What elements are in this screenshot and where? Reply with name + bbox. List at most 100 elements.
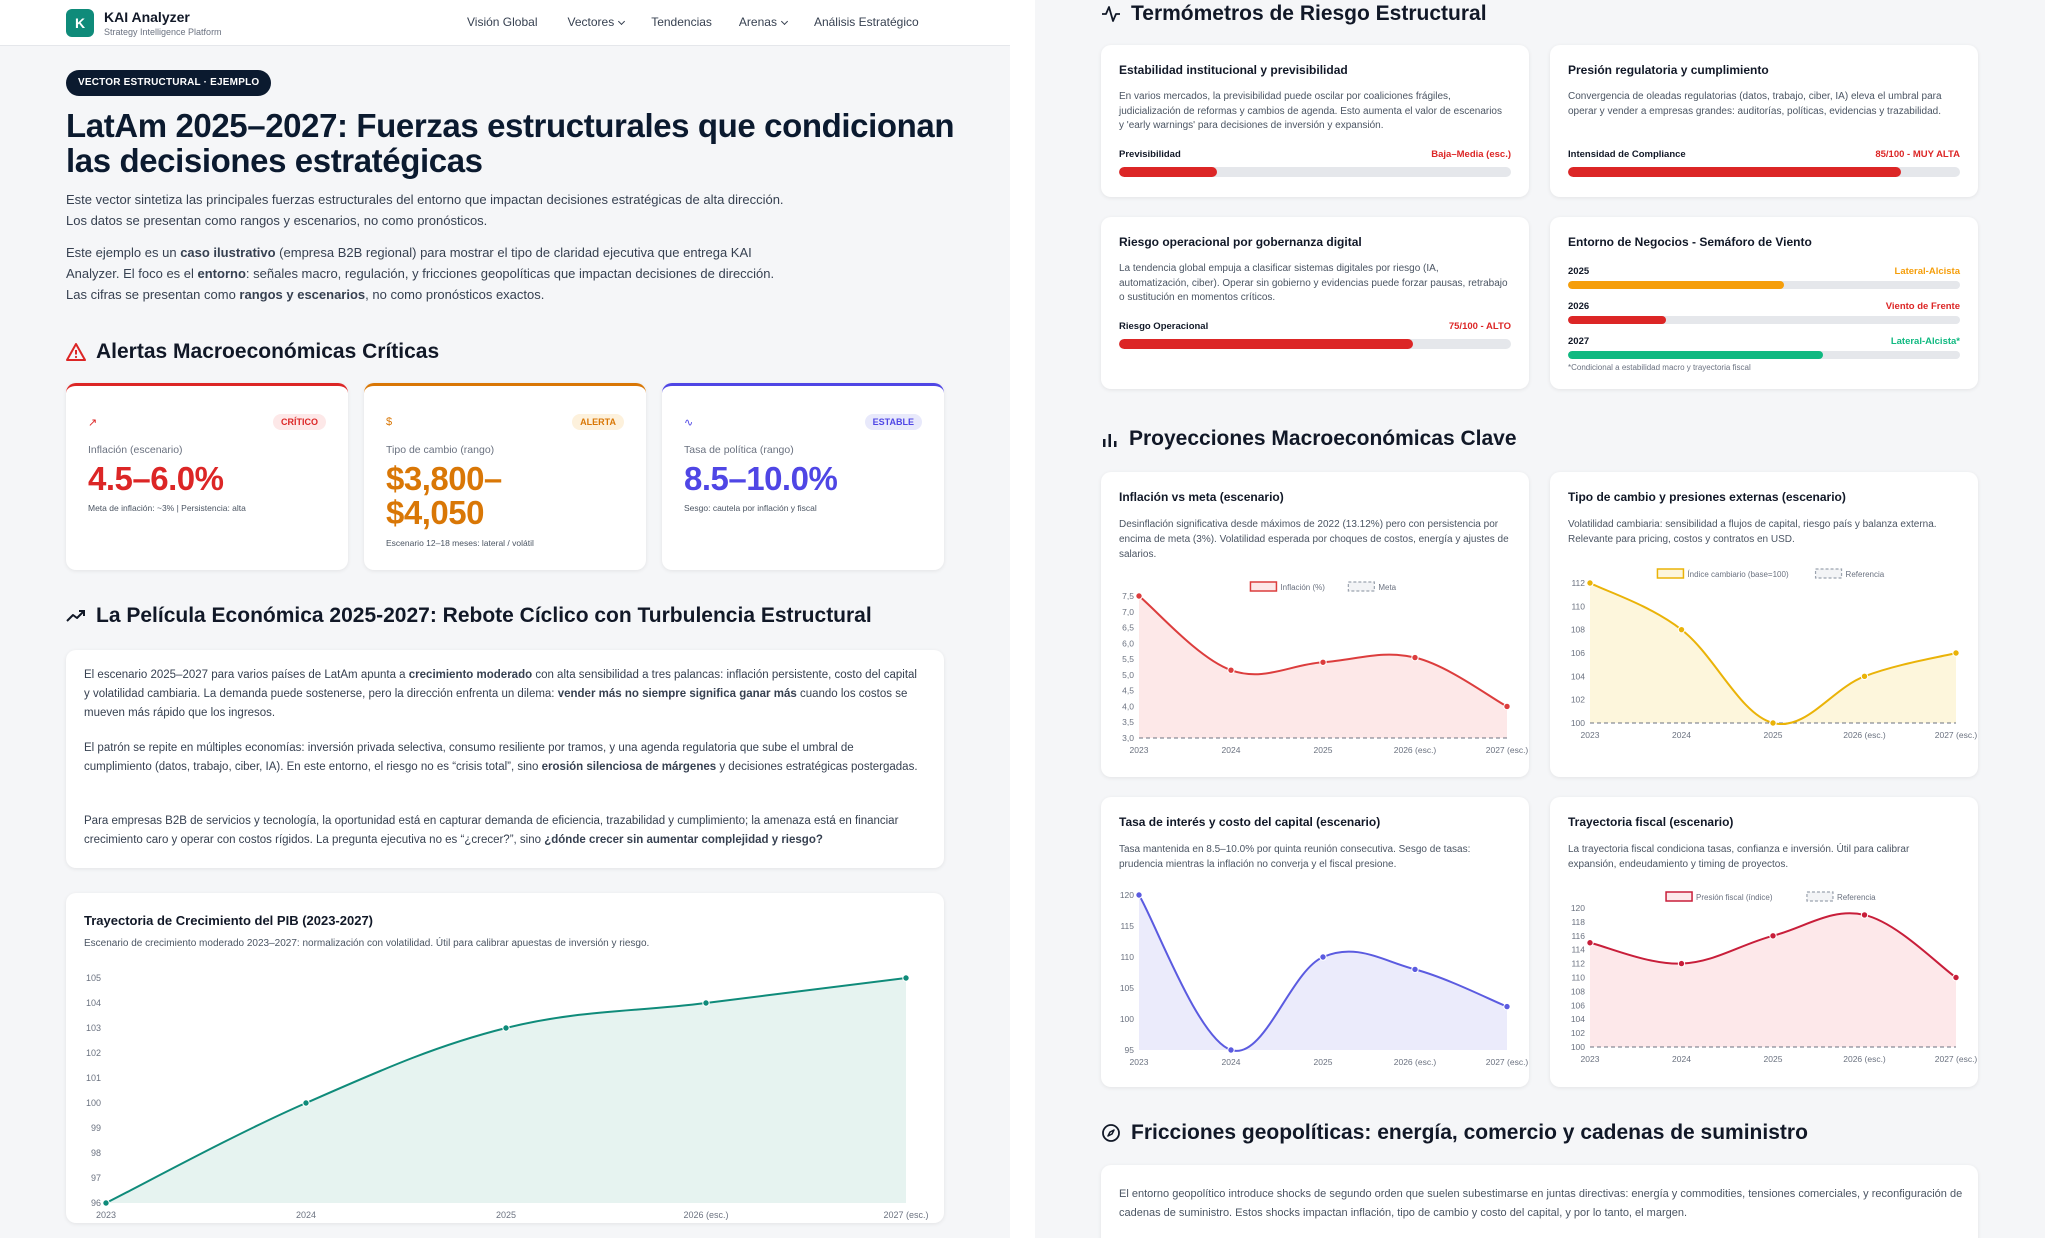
progress-track <box>1568 316 1960 324</box>
warning-icon <box>66 343 86 361</box>
pulse-icon <box>1102 6 1120 22</box>
semaforo-note: *Condicional a estabilidad macro y traye… <box>1568 363 1751 372</box>
logo[interactable]: K <box>66 9 94 37</box>
section-title: Alertas Macroeconómicas Críticas <box>96 340 440 363</box>
legend-label: Índice cambiario (base=100) <box>1687 570 1789 579</box>
y-tick-label: 4,0 <box>1122 701 1134 711</box>
text-run: El escenario 2025–2027 para varios paíse… <box>84 669 409 681</box>
chart-title: Trayectoria fiscal (escenario) <box>1568 815 1734 829</box>
nav-link-tendencias[interactable]: Tendencias <box>651 15 712 29</box>
kpi-card-exchange: $ ALERTA Tipo de cambio (rango) $3,800–$… <box>364 383 646 570</box>
x-tick-label: 2024 <box>1672 730 1691 740</box>
data-point <box>1135 891 1143 899</box>
data-point <box>302 1099 310 1107</box>
brand-name[interactable]: KAI Analyzer <box>104 9 190 25</box>
brand-subtitle: Strategy Intelligence Platform <box>104 27 222 37</box>
progress-fill <box>1568 167 1902 177</box>
y-tick-label: 5,0 <box>1122 670 1134 680</box>
intro-text: Este vector sintetiza las principales fu… <box>66 192 784 228</box>
legend-swatch <box>1665 891 1693 902</box>
story-card: El escenario 2025–2027 para varios paíse… <box>66 650 944 868</box>
kpi-label: Tipo de cambio (rango) <box>386 444 495 456</box>
x-tick-label: 2025 <box>496 1210 516 1220</box>
progress-track <box>1119 339 1511 349</box>
data-point <box>1586 579 1594 587</box>
y-tick-label: 97 <box>91 1173 101 1183</box>
x-tick-label: 2026 (esc.) <box>1394 1057 1437 1067</box>
y-tick-label: 102 <box>86 1048 101 1058</box>
series-line <box>1138 894 1508 1052</box>
y-tick-label: 96 <box>91 1198 101 1208</box>
risk-card-regulatory: Presión regulatoria y cumplimiento Conve… <box>1550 45 1978 197</box>
semaforo-status: Lateral-Alcista* <box>1890 336 1960 347</box>
series-area <box>106 978 906 1203</box>
series-area <box>1590 913 1956 1047</box>
gdp-chart-card: Trayectoria de Crecimiento del PIB (2023… <box>66 893 944 1223</box>
y-tick-label: 102 <box>1571 695 1585 705</box>
compass-icon <box>1102 1124 1120 1142</box>
y-tick-label: 98 <box>91 1148 101 1158</box>
legend-label: Presión fiscal (índice) <box>1696 893 1773 902</box>
section-title: Proyecciones Macroeconómicas Clave <box>1129 427 1517 450</box>
nav-link-vision-global[interactable]: Visión Global <box>467 15 538 29</box>
text-run: (empresa B2B regional) para mostrar el t… <box>66 245 752 281</box>
right-panel: Termómetros de Riesgo Estructural Estabi… <box>1035 0 2045 1238</box>
y-tick-label: 101 <box>86 1073 101 1083</box>
fx-chart-card: Tipo de cambio y presiones externas (esc… <box>1550 472 1978 777</box>
progress-track <box>1568 167 1960 177</box>
semaforo-status: Lateral-Alcista <box>1894 266 1960 277</box>
y-tick-label: 106 <box>1571 1000 1585 1010</box>
nav-link-vectores[interactable]: Vectores <box>568 15 626 29</box>
data-point <box>1503 1002 1511 1011</box>
text-strong: ¿dónde crecer sin aumentar complejidad y… <box>544 834 823 846</box>
y-tick-label: 104 <box>1571 1014 1585 1024</box>
nav-link-arenas[interactable]: Arenas <box>739 15 788 29</box>
nav-link-analisis-estrategico[interactable]: Análisis Estratégico <box>814 15 919 29</box>
legend-swatch <box>1656 568 1685 579</box>
legend-swatch <box>1347 581 1375 592</box>
y-tick-label: 110 <box>1571 601 1585 611</box>
trend-up-icon <box>66 610 85 622</box>
text-strong: entorno <box>197 266 246 281</box>
y-tick-label: 118 <box>1571 917 1585 927</box>
data-point <box>1503 702 1511 711</box>
y-tick-label: 99 <box>91 1123 101 1133</box>
chart-desc: Tasa mantenida en 8.5–10.0% por quinta r… <box>1119 844 1471 870</box>
text-run: con alta sensibilidad a tres palancas: i… <box>84 669 917 700</box>
x-tick-label: 2025 <box>1314 1057 1333 1067</box>
data-point <box>1952 649 1960 657</box>
legend-label: Inflación (%) <box>1280 583 1325 592</box>
progress-fill <box>1568 316 1666 324</box>
chart-title: Tasa de interés y costo del capital (esc… <box>1119 815 1381 829</box>
semaforo-year: 2026 <box>1568 301 1590 312</box>
y-tick-label: 100 <box>1571 718 1585 728</box>
y-tick-label: 3,0 <box>1122 733 1134 743</box>
story-heading: La Película Económica 2025-2027: Rebote … <box>66 604 872 628</box>
y-tick-label: 103 <box>86 1023 101 1033</box>
data-point <box>702 999 710 1007</box>
progress-fill <box>1568 281 1784 289</box>
data-point <box>1227 1046 1235 1054</box>
story-paragraph: El escenario 2025–2027 para varios paíse… <box>84 666 924 723</box>
data-point <box>1411 653 1419 662</box>
projections-heading: Proyecciones Macroeconómicas Clave <box>1101 427 1517 451</box>
data-point <box>1860 911 1869 919</box>
kpi-value: $3,800–$4,050 <box>386 460 502 531</box>
text-run: cuando los costos se mueven más rápido q… <box>84 688 908 719</box>
data-point <box>1227 666 1235 674</box>
risk-heading: Termómetros de Riesgo Estructural <box>1101 2 1487 26</box>
chevron-down-icon <box>780 17 788 26</box>
y-tick-label: 120 <box>1571 903 1585 913</box>
y-tick-label: 112 <box>1571 959 1585 969</box>
section-title: Termómetros de Riesgo Estructural <box>1131 2 1487 25</box>
chart-subtitle: Escenario de crecimiento moderado 2023–2… <box>84 938 650 949</box>
progress-track <box>1568 281 1960 289</box>
kpi-value: 4.5–6.0% <box>88 460 224 497</box>
chart-title: Trayectoria de Crecimiento del PIB (2023… <box>84 913 374 928</box>
x-tick-label: 2023 <box>1581 730 1600 740</box>
bar-label: Previsibilidad <box>1119 149 1181 160</box>
chevron-down-icon <box>618 17 626 26</box>
card-title: Presión regulatoria y cumplimiento <box>1568 63 1769 77</box>
y-tick-label: 108 <box>1571 625 1585 635</box>
text-strong: rangos y escenarios <box>239 287 366 302</box>
